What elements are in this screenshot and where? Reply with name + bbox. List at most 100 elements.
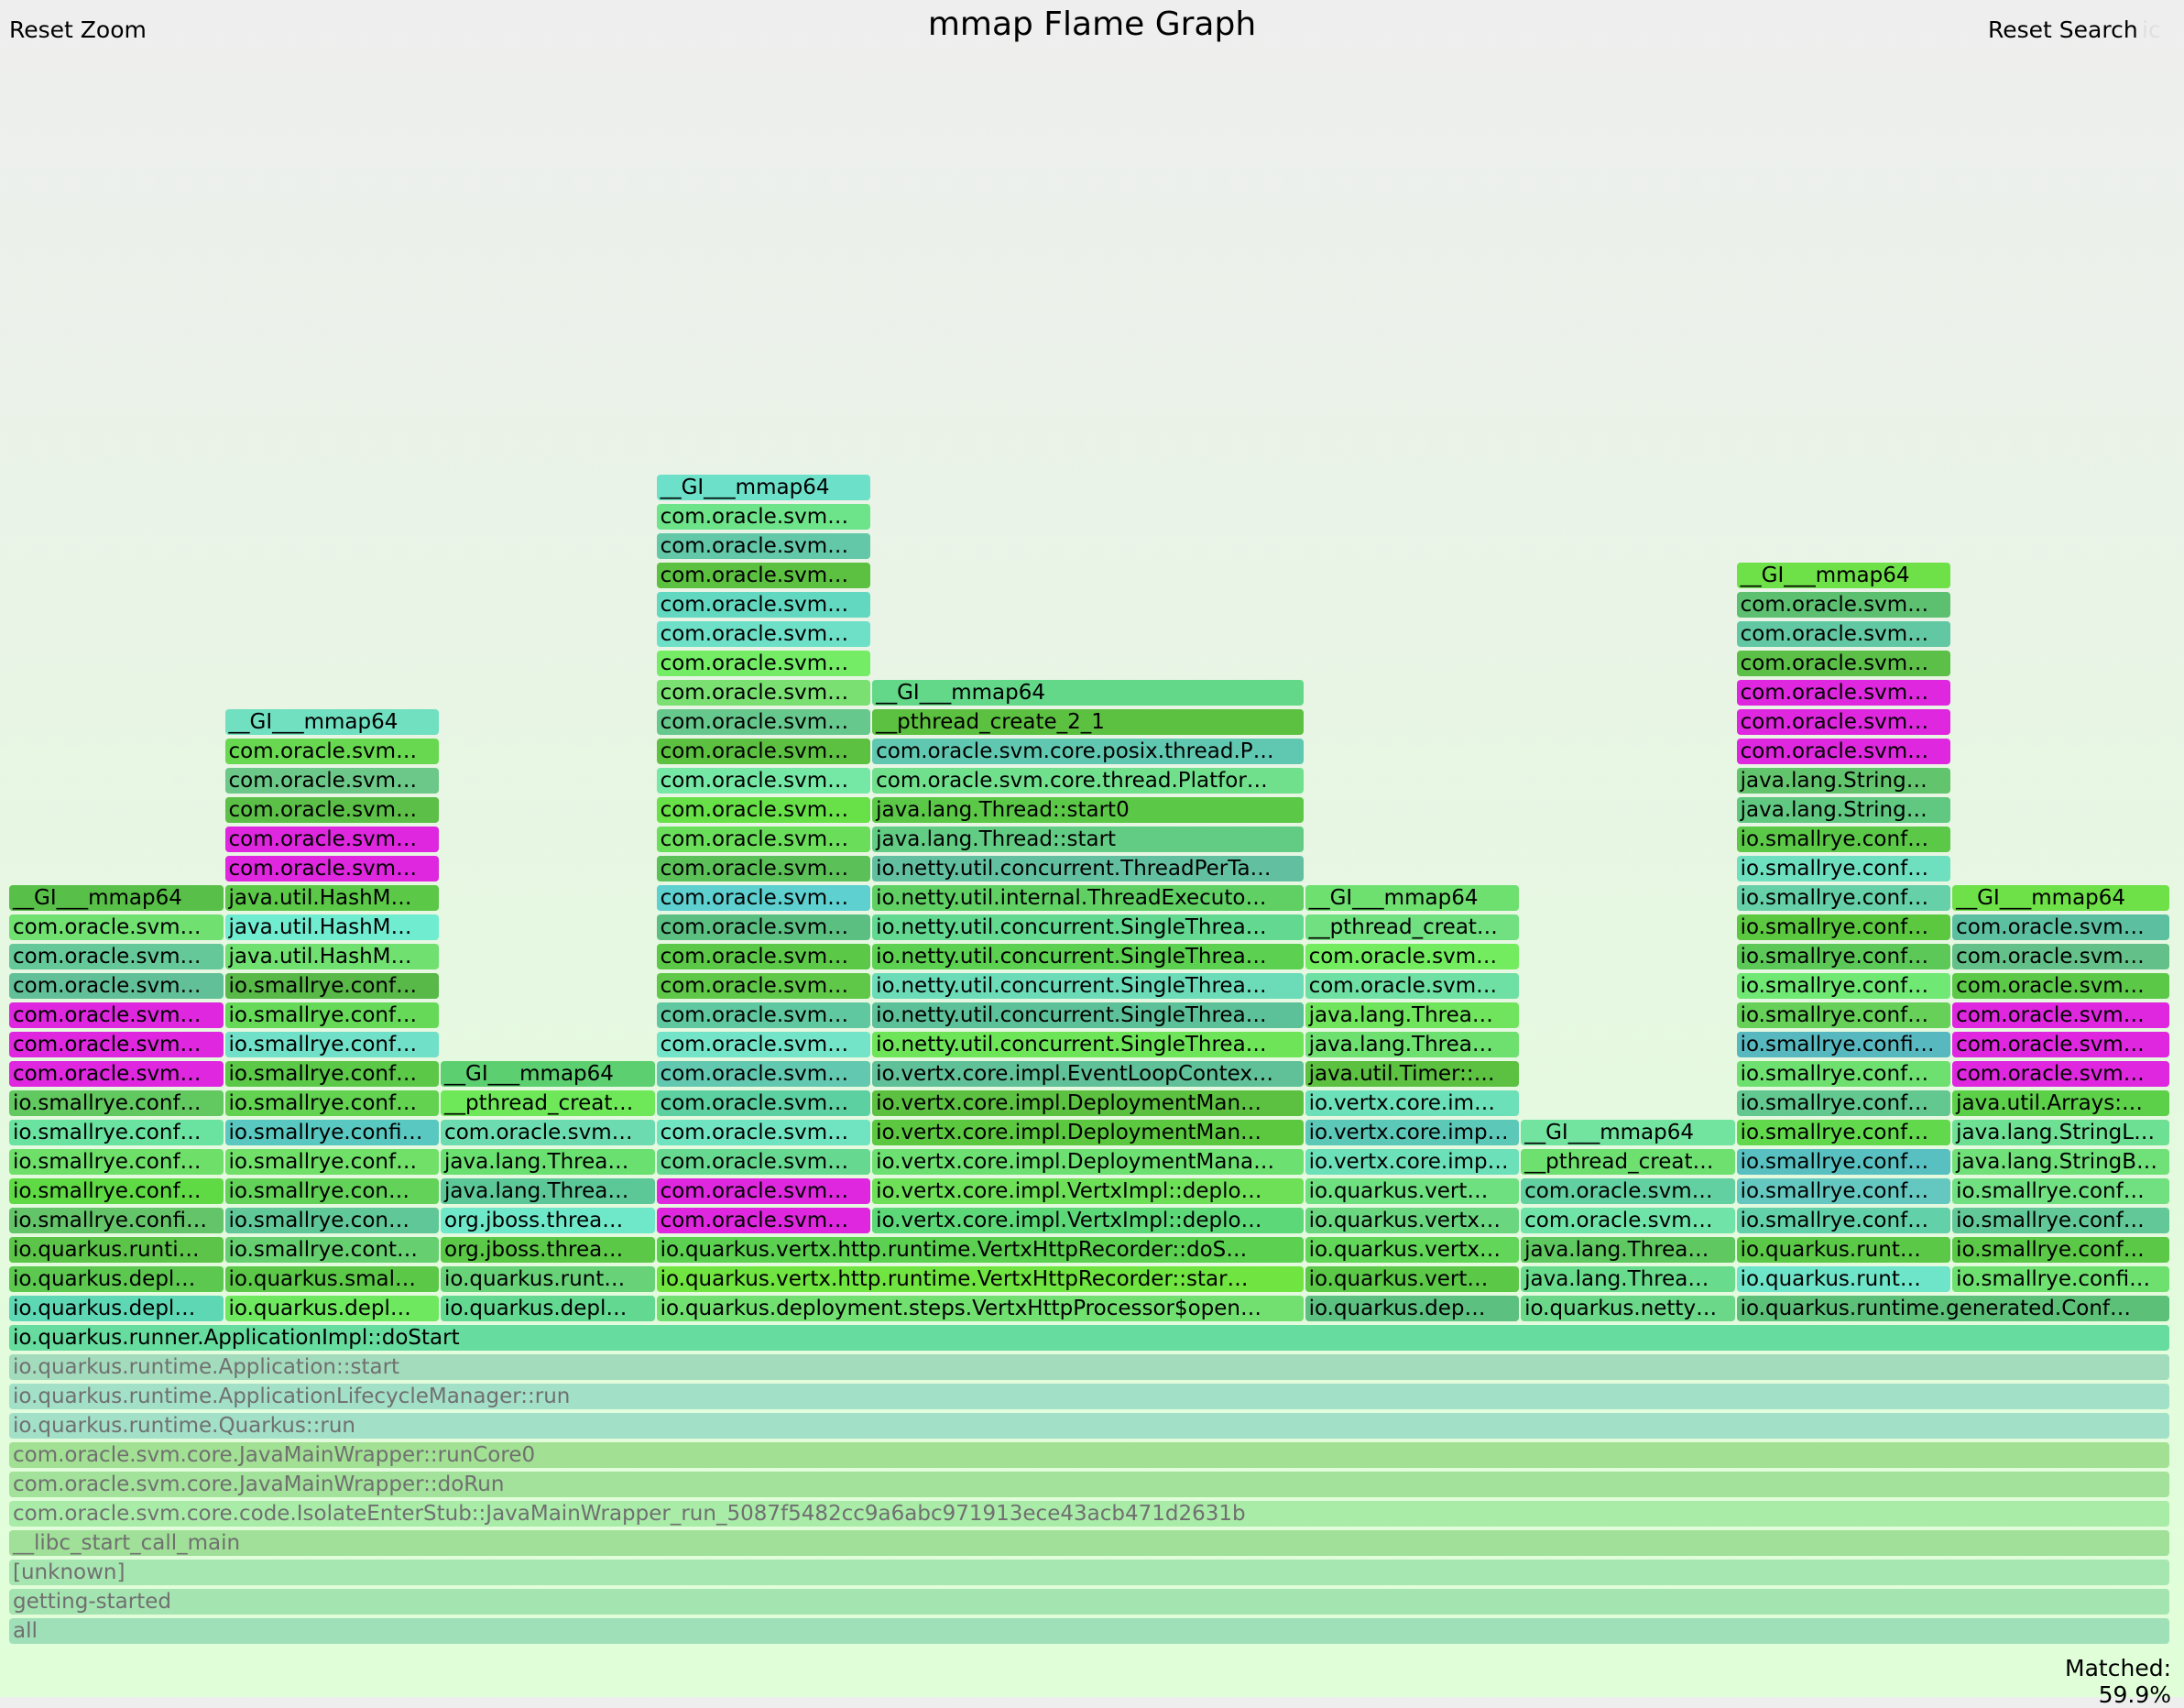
flame-frame[interactable]: java.lang.StringL…: [1952, 1120, 2169, 1145]
flame-frame[interactable]: io.smallrye.conf…: [224, 973, 440, 999]
flame-frame[interactable]: java.lang.Threa…: [1521, 1237, 1735, 1263]
flame-frame[interactable]: org.jboss.threa…: [441, 1208, 655, 1233]
flame-frame[interactable]: io.quarkus.runner.ApplicationImpl::doSta…: [9, 1325, 2169, 1351]
flame-frame[interactable]: com.oracle.svm…: [224, 856, 440, 881]
flame-frame[interactable]: java.lang.Threa…: [1305, 1032, 1520, 1057]
flame-frame[interactable]: com.oracle.svm…: [1736, 680, 1951, 706]
flame-frame[interactable]: [unknown]: [9, 1560, 2169, 1585]
flame-frame[interactable]: io.smallrye.conf…: [1952, 1178, 2169, 1204]
flame-frame[interactable]: io.vertx.core.imp…: [1305, 1149, 1520, 1175]
flame-frame[interactable]: com.oracle.svm…: [656, 1032, 871, 1057]
flame-frame[interactable]: io.vertx.core.impl.DeploymentMana…: [872, 1149, 1304, 1175]
flame-frame[interactable]: io.smallrye.conf…: [1736, 1120, 1951, 1145]
flame-frame[interactable]: io.quarkus.runt…: [1736, 1266, 1951, 1292]
flame-frame[interactable]: com.oracle.svm…: [656, 797, 871, 823]
flame-frame[interactable]: __GI___mmap64: [1952, 885, 2169, 911]
flame-frame[interactable]: java.lang.Threa…: [1305, 1002, 1520, 1028]
flame-frame[interactable]: __pthread_create_2_1: [872, 709, 1304, 735]
flame-frame[interactable]: io.quarkus.vertx…: [1305, 1208, 1520, 1233]
flame-frame[interactable]: com.oracle.svm…: [656, 563, 871, 588]
flame-frame[interactable]: io.smallrye.cont…: [224, 1237, 440, 1263]
flame-frame[interactable]: com.oracle.svm…: [1521, 1208, 1735, 1233]
flame-frame[interactable]: com.oracle.svm…: [9, 1061, 224, 1087]
flame-frame[interactable]: io.quarkus.runtime.generated.Conf…: [1736, 1296, 2169, 1321]
flame-frame[interactable]: io.smallrye.conf…: [1736, 973, 1951, 999]
flame-frame[interactable]: io.quarkus.vertx…: [1305, 1237, 1520, 1263]
flame-frame[interactable]: __pthread_creat…: [441, 1090, 655, 1116]
flame-frame[interactable]: com.oracle.svm…: [656, 1178, 871, 1204]
flame-frame[interactable]: io.vertx.core.im…: [1305, 1090, 1520, 1116]
flame-frame[interactable]: com.oracle.svm…: [1736, 739, 1951, 764]
flame-frame[interactable]: io.smallrye.conf…: [1736, 1208, 1951, 1233]
flame-frame[interactable]: com.oracle.svm…: [224, 827, 440, 852]
flame-frame[interactable]: io.quarkus.runtime.ApplicationLifecycleM…: [9, 1384, 2169, 1409]
flame-frame[interactable]: __pthread_creat…: [1521, 1149, 1735, 1175]
flame-frame[interactable]: com.oracle.svm…: [656, 1002, 871, 1028]
flame-frame[interactable]: io.smallrye.conf…: [224, 1090, 440, 1116]
flame-frame[interactable]: com.oracle.svm…: [656, 651, 871, 676]
flame-frame[interactable]: com.oracle.svm…: [656, 768, 871, 794]
flame-frame[interactable]: com.oracle.svm…: [1736, 651, 1951, 676]
flame-frame[interactable]: com.oracle.svm…: [656, 1061, 871, 1087]
flame-frame[interactable]: __GI___mmap64: [9, 885, 224, 911]
flame-frame[interactable]: io.vertx.core.impl.VertxImpl::deplo…: [872, 1178, 1304, 1204]
flame-frame[interactable]: com.oracle.svm…: [9, 944, 224, 969]
flame-frame[interactable]: io.vertx.core.impl.VertxImpl::deplo…: [872, 1208, 1304, 1233]
flame-frame[interactable]: com.oracle.svm…: [656, 914, 871, 940]
flame-frame[interactable]: java.lang.Threa…: [1521, 1266, 1735, 1292]
flame-frame[interactable]: io.smallrye.conf…: [9, 1120, 224, 1145]
flame-frame[interactable]: com.oracle.svm…: [1305, 973, 1520, 999]
flame-frame[interactable]: io.quarkus.runt…: [441, 1266, 655, 1292]
flame-frame[interactable]: com.oracle.svm…: [1521, 1178, 1735, 1204]
flame-frame[interactable]: java.lang.Threa…: [441, 1149, 655, 1175]
flame-frame[interactable]: java.util.Timer::…: [1305, 1061, 1520, 1087]
flame-frame[interactable]: com.oracle.svm…: [1952, 1061, 2169, 1087]
flame-frame[interactable]: com.oracle.svm.core.JavaMainWrapper::doR…: [9, 1472, 2169, 1497]
flame-frame[interactable]: com.oracle.svm…: [9, 1002, 224, 1028]
flame-frame[interactable]: io.smallrye.conf…: [1952, 1237, 2169, 1263]
flame-frame[interactable]: java.util.HashM…: [224, 885, 440, 911]
flame-frame[interactable]: io.quarkus.dep…: [1305, 1296, 1520, 1321]
flame-frame[interactable]: io.netty.util.concurrent.SingleThrea…: [872, 944, 1304, 969]
flame-frame[interactable]: com.oracle.svm…: [1952, 973, 2169, 999]
flame-frame[interactable]: com.oracle.svm…: [9, 914, 224, 940]
flame-frame[interactable]: io.quarkus.vertx.http.runtime.VertxHttpR…: [656, 1266, 1304, 1292]
flame-frame[interactable]: io.quarkus.depl…: [224, 1296, 440, 1321]
flame-frame[interactable]: __GI___mmap64: [1736, 563, 1951, 588]
flame-frame[interactable]: com.oracle.svm…: [656, 973, 871, 999]
flame-frame[interactable]: com.oracle.svm…: [1305, 944, 1520, 969]
flame-frame[interactable]: com.oracle.svm…: [656, 827, 871, 852]
flame-frame[interactable]: io.netty.util.concurrent.SingleThrea…: [872, 914, 1304, 940]
flame-frame[interactable]: io.quarkus.depl…: [9, 1296, 224, 1321]
flame-frame[interactable]: io.smallrye.conf…: [1736, 1178, 1951, 1204]
flame-frame[interactable]: io.vertx.core.imp…: [1305, 1120, 1520, 1145]
flame-frame[interactable]: io.smallrye.conf…: [1736, 944, 1951, 969]
flame-frame[interactable]: com.oracle.svm…: [656, 680, 871, 706]
flame-frame[interactable]: __libc_start_call_main: [9, 1530, 2169, 1556]
flame-frame[interactable]: com.oracle.svm…: [656, 1090, 871, 1116]
flame-frame[interactable]: io.netty.util.internal.ThreadExecuto…: [872, 885, 1304, 911]
flame-frame[interactable]: io.smallrye.conf…: [1736, 1061, 1951, 1087]
flame-frame[interactable]: __GI___mmap64: [1305, 885, 1520, 911]
flame-frame[interactable]: io.quarkus.smal…: [224, 1266, 440, 1292]
flame-frame[interactable]: io.smallrye.con…: [224, 1178, 440, 1204]
flame-frame[interactable]: io.vertx.core.impl.EventLoopContex…: [872, 1061, 1304, 1087]
flame-frame[interactable]: com.oracle.svm…: [656, 1120, 871, 1145]
flame-frame[interactable]: com.oracle.svm…: [224, 797, 440, 823]
flame-frame[interactable]: io.smallrye.conf…: [1736, 1002, 1951, 1028]
flame-frame[interactable]: java.lang.String…: [1736, 768, 1951, 794]
flame-frame[interactable]: java.lang.String…: [1736, 797, 1951, 823]
flame-frame[interactable]: com.oracle.svm…: [9, 973, 224, 999]
flame-frame[interactable]: io.quarkus.depl…: [441, 1296, 655, 1321]
flame-frame[interactable]: com.oracle.svm…: [656, 739, 871, 764]
flame-frame[interactable]: com.oracle.svm…: [656, 944, 871, 969]
flame-frame[interactable]: io.quarkus.vert…: [1305, 1178, 1520, 1204]
flame-frame[interactable]: java.lang.StringB…: [1952, 1149, 2169, 1175]
flame-frame[interactable]: io.smallrye.con…: [224, 1208, 440, 1233]
flame-frame[interactable]: io.smallrye.confi…: [1952, 1266, 2169, 1292]
flame-frame[interactable]: getting-started: [9, 1589, 2169, 1615]
flame-frame[interactable]: com.oracle.svm…: [656, 504, 871, 530]
flame-frame[interactable]: io.quarkus.runtime.Quarkus::run: [9, 1413, 2169, 1439]
flame-frame[interactable]: com.oracle.svm.core.thread.Platfor…: [872, 768, 1304, 794]
flame-frame[interactable]: java.util.HashM…: [224, 944, 440, 969]
